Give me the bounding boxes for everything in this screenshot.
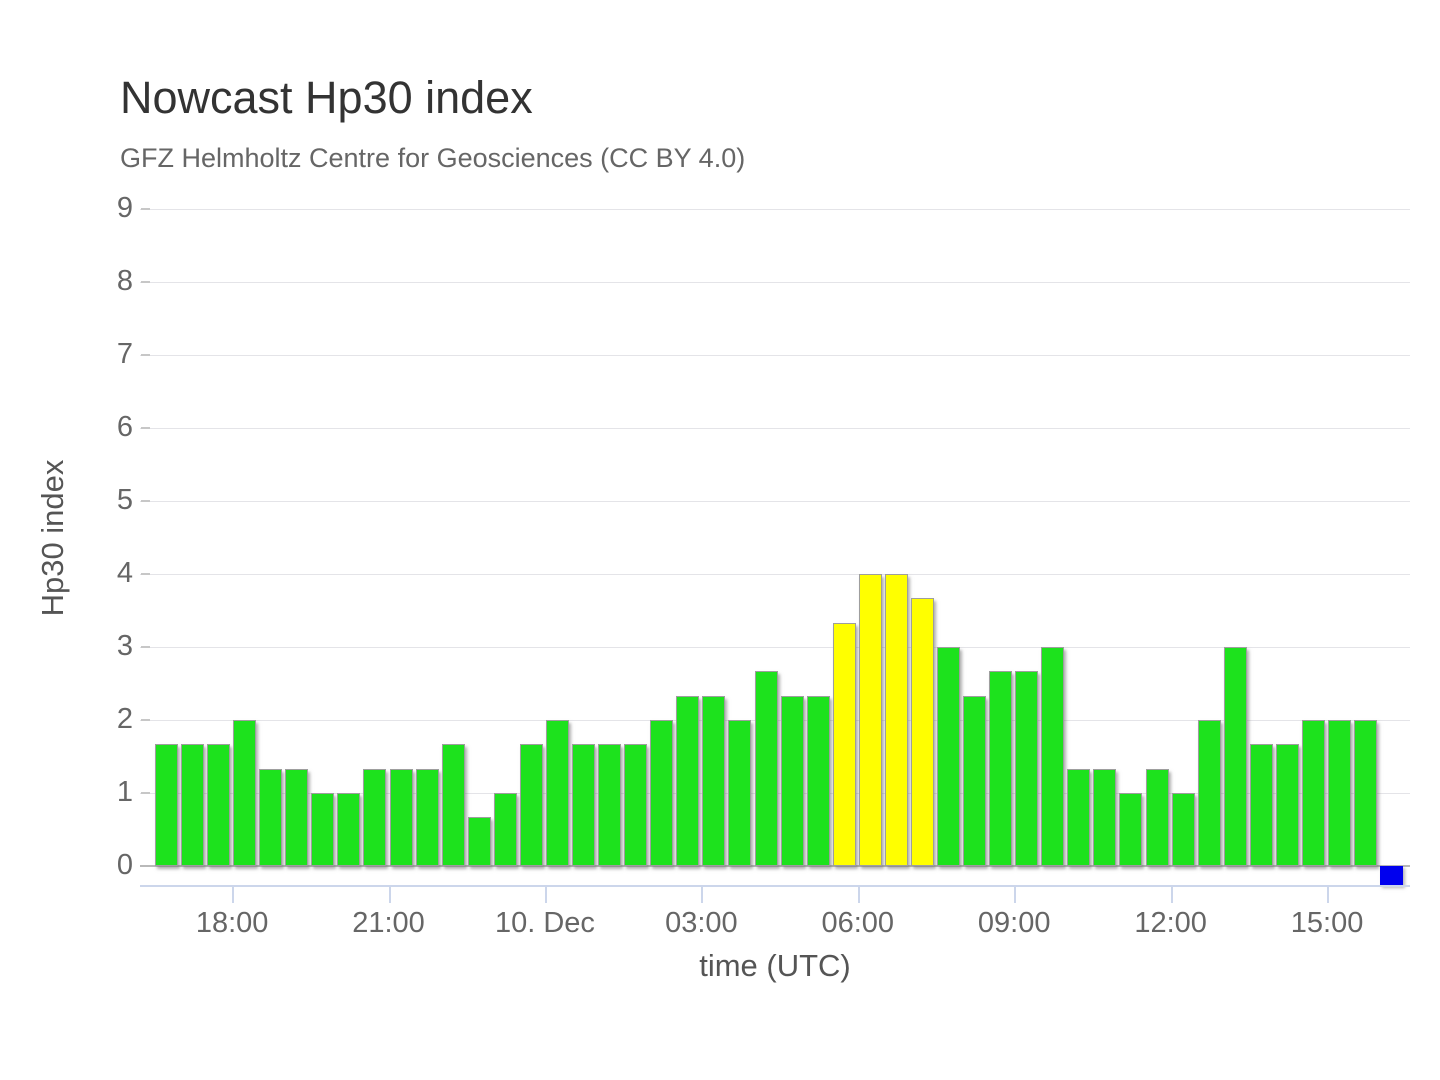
hp30-bar <box>415 769 439 866</box>
hp30-bar <box>1354 720 1378 866</box>
hp30-bar <box>754 671 778 866</box>
y-axis-label: 1 <box>116 776 133 808</box>
hp30-bar <box>650 720 674 866</box>
x-axis-label: 03:00 <box>665 907 738 939</box>
hp30-bar <box>311 793 335 866</box>
hp30-bar <box>545 720 569 866</box>
hp30-bar <box>154 744 178 866</box>
hp30-bar <box>259 769 283 866</box>
hp30-bar <box>910 598 934 866</box>
hp30-bar <box>806 696 830 866</box>
y-axis-label: 8 <box>116 265 133 297</box>
zero-baseline <box>140 865 1410 867</box>
y-tick-mark <box>141 427 150 429</box>
x-tick-mark <box>1014 885 1017 903</box>
hp30-bar <box>728 720 752 866</box>
hp30-bar <box>989 671 1013 866</box>
y-gridline <box>140 282 1410 283</box>
hp30-bar <box>598 744 622 866</box>
y-gridline <box>140 501 1410 502</box>
y-gridline <box>140 574 1410 575</box>
x-tick-mark <box>1327 885 1330 903</box>
x-axis-label: 06:00 <box>821 907 895 939</box>
x-tick-mark <box>544 885 547 903</box>
chart-title: Nowcast Hp30 index <box>120 72 533 123</box>
hp30-bar <box>702 696 726 866</box>
y-axis-title: Hp30 index <box>35 459 70 617</box>
hp30-bar <box>441 744 465 866</box>
y-axis-label: 6 <box>116 411 133 443</box>
x-tick-mark <box>232 885 235 903</box>
x-axis-line <box>140 885 1410 887</box>
hp30-bar <box>1197 720 1221 866</box>
hp30-bar <box>1249 744 1273 866</box>
y-tick-mark <box>141 646 150 648</box>
hp30-bar <box>1145 769 1169 866</box>
hp30-bar <box>363 769 387 866</box>
hp30-bar <box>207 744 231 866</box>
hp30-bar <box>1275 744 1299 866</box>
hp30-bar <box>493 793 517 866</box>
y-gridline <box>140 428 1410 429</box>
hp30-bar <box>1223 647 1247 866</box>
x-tick-mark <box>388 885 391 903</box>
hp30-bar <box>1067 769 1091 866</box>
y-axis-label: 5 <box>116 484 133 516</box>
hp30-bar <box>884 574 908 866</box>
hp30-bar <box>389 769 413 866</box>
hp30-bar <box>1093 769 1117 866</box>
y-tick-mark <box>141 281 150 283</box>
hp30-bar <box>519 744 543 866</box>
y-tick-mark <box>141 354 150 356</box>
hp30-bar <box>832 623 856 866</box>
y-axis-label: 4 <box>116 557 133 589</box>
x-axis-label: 12:00 <box>1134 907 1207 939</box>
x-axis-label: 15:00 <box>1290 907 1364 939</box>
hp30-bar <box>1171 793 1195 866</box>
x-tick-mark <box>857 885 860 903</box>
hp30-bar <box>467 817 491 866</box>
x-axis-label: 21:00 <box>352 907 425 939</box>
y-tick-mark <box>141 792 150 794</box>
y-tick-mark <box>141 208 150 210</box>
x-axis-title: time (UTC) <box>699 948 851 983</box>
y-tick-mark <box>141 500 150 502</box>
y-gridline <box>140 647 1410 648</box>
hp30-bar <box>1041 647 1065 866</box>
hp30-bar <box>780 696 804 866</box>
hp30-bar <box>285 769 309 866</box>
y-axis-label: 7 <box>116 338 133 370</box>
hp30-bar <box>1301 720 1325 866</box>
x-tick-mark <box>1170 885 1173 903</box>
y-tick-mark <box>141 573 150 575</box>
hp30-bar <box>337 793 361 866</box>
latest-interval-marker <box>1380 866 1404 886</box>
x-axis-label: 10. Dec <box>494 907 595 939</box>
hp30-bar <box>963 696 987 866</box>
x-axis-label: 18:00 <box>195 907 269 939</box>
hp30-bar <box>624 744 648 866</box>
y-axis-label: 9 <box>116 192 133 224</box>
hp30-bar <box>572 744 596 866</box>
hp30-bar <box>180 744 204 866</box>
x-tick-mark <box>701 885 704 903</box>
hp30-bar <box>858 574 882 866</box>
hp30-bar <box>676 696 700 866</box>
y-axis-label: 0 <box>116 849 133 881</box>
y-axis-label: 3 <box>116 630 133 662</box>
x-axis-label: 09:00 <box>977 907 1051 939</box>
hp30-bar <box>1015 671 1039 866</box>
y-gridline <box>140 209 1410 210</box>
y-axis-label: 2 <box>116 703 133 735</box>
hp30-bar <box>1119 793 1143 866</box>
hp30-bar <box>233 720 257 866</box>
hp30-bar <box>937 647 960 866</box>
hp30-bar <box>1328 720 1352 866</box>
y-tick-mark <box>141 719 150 721</box>
chart-subtitle: GFZ Helmholtz Centre for Geosciences (CC… <box>120 143 746 173</box>
y-gridline <box>140 355 1410 356</box>
